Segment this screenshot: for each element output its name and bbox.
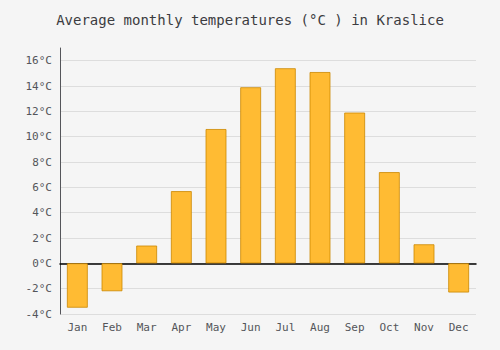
svg-text:6°C: 6°C: [32, 181, 52, 194]
svg-text:Jul: Jul: [275, 321, 295, 334]
svg-text:Aug: Aug: [310, 321, 330, 334]
svg-text:Jun: Jun: [241, 321, 261, 334]
svg-text:0°C: 0°C: [32, 257, 52, 270]
svg-text:Mar: Mar: [137, 321, 157, 334]
svg-text:14°C: 14°C: [26, 80, 53, 93]
svg-text:May: May: [206, 321, 226, 334]
svg-text:8°C: 8°C: [32, 156, 52, 169]
svg-text:Apr: Apr: [171, 321, 191, 334]
svg-text:16°C: 16°C: [26, 54, 53, 67]
svg-text:12°C: 12°C: [26, 105, 53, 118]
svg-text:Average monthly temperatures (: Average monthly temperatures (°C ) in Kr…: [56, 12, 444, 28]
svg-text:10°C: 10°C: [26, 130, 53, 143]
svg-text:4°C: 4°C: [32, 206, 52, 219]
svg-text:Jan: Jan: [67, 321, 87, 334]
svg-text:Feb: Feb: [102, 321, 122, 334]
svg-text:Dec: Dec: [449, 321, 469, 334]
svg-text:Oct: Oct: [379, 321, 399, 334]
svg-text:-2°C: -2°C: [26, 282, 53, 295]
svg-text:2°C: 2°C: [32, 232, 52, 245]
svg-text:Sep: Sep: [345, 321, 365, 334]
svg-text:Nov: Nov: [414, 321, 434, 334]
svg-text:-4°C: -4°C: [26, 308, 53, 321]
